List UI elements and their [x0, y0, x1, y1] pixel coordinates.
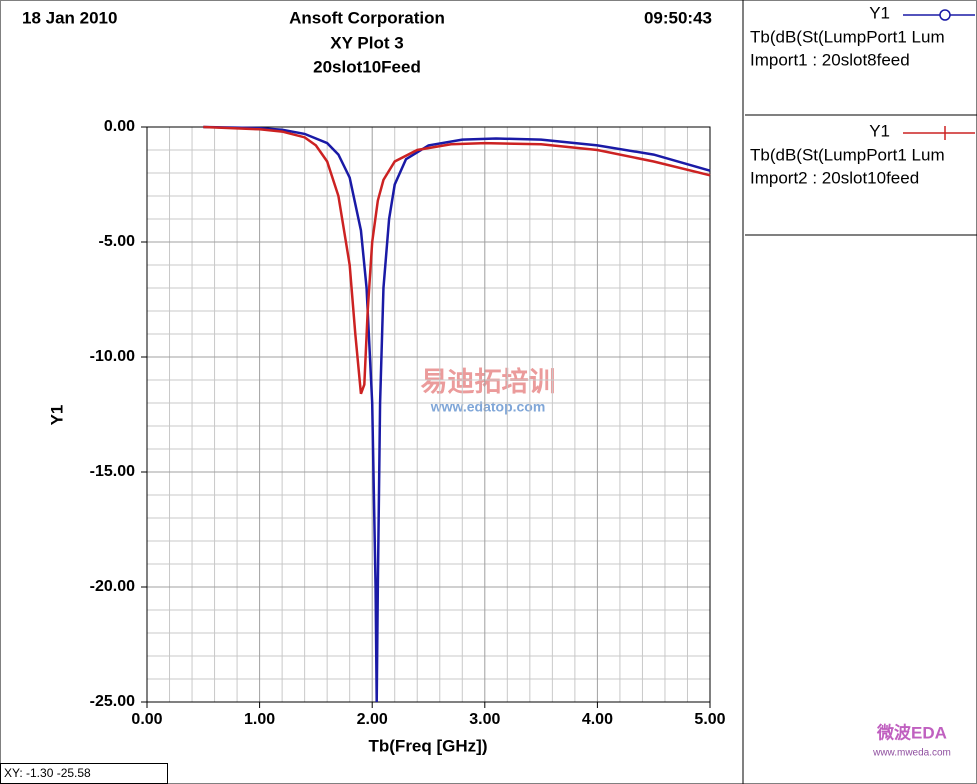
status: XY: -1.30 -25.58 [4, 766, 91, 780]
company: Ansoft Corporation [289, 8, 445, 27]
legend-expression: Tb(dB(St(LumpPort1 Lum [750, 27, 945, 46]
legend-entry: Import1 : 20slot8feed [750, 50, 910, 69]
series-line [203, 125, 711, 703]
watermark-url: www.edatop.com [430, 399, 546, 415]
y-tick-label: -10.00 [90, 348, 135, 365]
x-tick-label: 4.00 [582, 711, 613, 728]
chart-title: XY Plot 3 [330, 33, 403, 52]
y-tick-label: -20.00 [90, 578, 135, 595]
y-tick-label: 0.00 [104, 118, 135, 135]
legend-expression: Tb(dB(St(LumpPort1 Lum [750, 145, 945, 164]
legend-entry: Import2 : 20slot10feed [750, 168, 919, 187]
y-tick-label: -25.00 [90, 693, 135, 710]
x-tick-label: 5.00 [694, 711, 725, 728]
x-axis-label: Tb(Freq [GHz]) [369, 736, 488, 755]
plot-border [146, 126, 711, 703]
x-tick-label: 3.00 [469, 711, 500, 728]
date: 18 Jan 2010 [22, 8, 117, 27]
legend-marker [939, 9, 951, 21]
y-tick-label: -5.00 [99, 233, 136, 250]
x-tick-label: 1.00 [244, 711, 275, 728]
watermark2: 微波EDA [876, 722, 947, 742]
watermark2-url: www.mweda.com [872, 748, 951, 759]
y-tick-label: -15.00 [90, 463, 135, 480]
legend-axis: Y1 [869, 3, 890, 22]
series-line [203, 125, 711, 395]
y-axis-label: Y1 [47, 405, 66, 426]
chart-subtitle: 20slot10Feed [313, 57, 421, 76]
time: 09:50:43 [644, 8, 712, 27]
x-tick-label: 2.00 [357, 711, 388, 728]
x-tick-label: 0.00 [131, 711, 162, 728]
legend-axis: Y1 [869, 121, 890, 140]
watermark: 易迪拓培训 [421, 367, 556, 397]
